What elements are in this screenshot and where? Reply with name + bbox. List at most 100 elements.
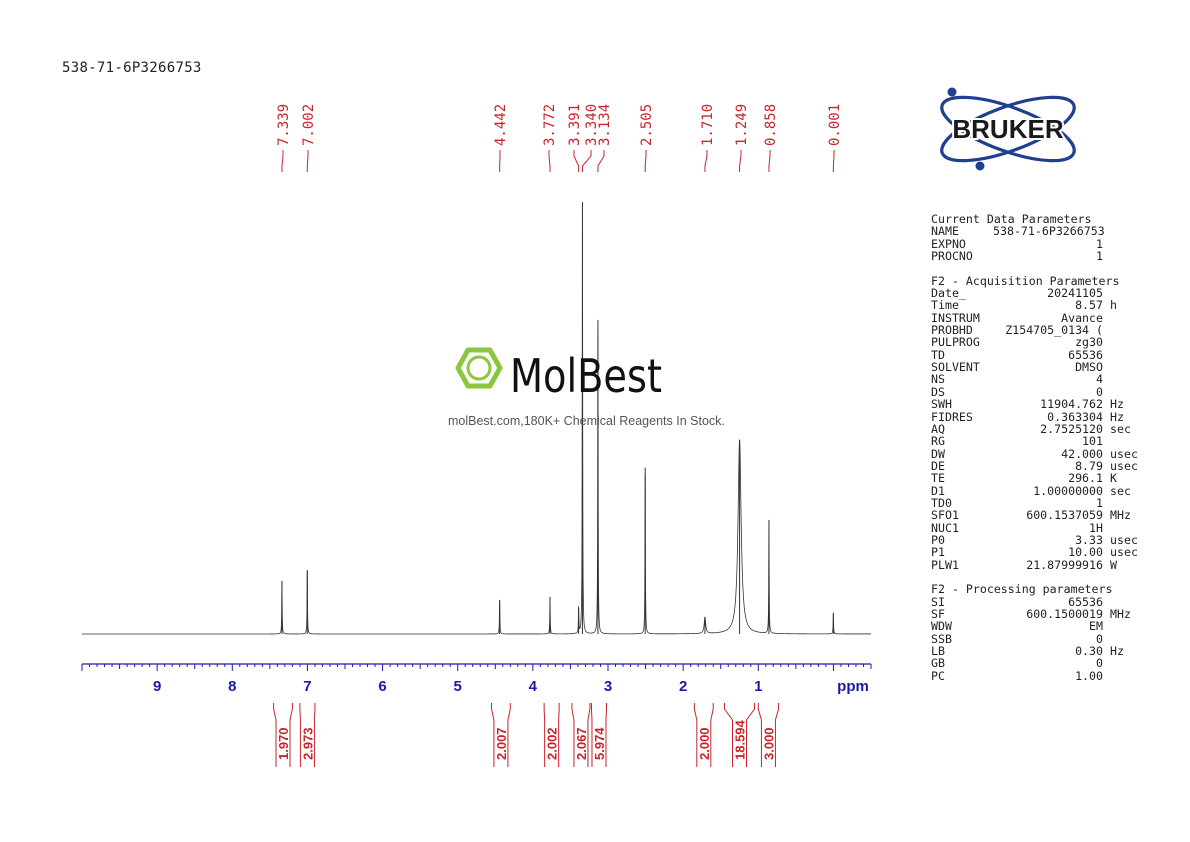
param-unit <box>1103 287 1110 299</box>
param-row: D1 1.00000000 sec <box>931 483 1171 498</box>
peak-label-connector <box>832 150 835 172</box>
param-unit: MHz <box>1110 607 1131 621</box>
param-value: 8.79 <box>1075 458 1103 473</box>
param-unit: sec <box>1110 421 1131 436</box>
peak-label: 1.249 <box>734 104 750 146</box>
param-value: 21.87999916 <box>1026 557 1103 572</box>
param-key: PULPROG <box>931 335 980 350</box>
param-unit <box>1103 312 1110 324</box>
acquisition-parameters-panel: Current Data Parameters NAME 538-71-6P326… <box>931 213 1171 682</box>
param-row: FIDRES 0.363304 Hz <box>931 409 1171 424</box>
param-key: TD0 <box>931 495 952 510</box>
integral-bracket <box>774 703 780 767</box>
param-row: PLW1 21.87999916 W <box>931 557 1171 572</box>
param-key: GB <box>931 656 945 671</box>
ppm-axis: 9 8 7 6 5 4 3 2 1 ppm <box>81 663 872 695</box>
param-row: SWH 11904.762 Hz <box>931 398 1171 411</box>
param-row: PC 1.00 <box>931 668 1171 683</box>
param-row: GB 0 <box>931 656 1171 671</box>
param-row: PROBHD Z154705_0134 ( <box>931 323 1171 338</box>
integral-bracket <box>605 703 607 767</box>
param-row: TD0 1 <box>931 495 1171 510</box>
param-row: Date_ 20241105 <box>931 287 1171 300</box>
integral-bracket <box>289 703 293 767</box>
param-row: Time 8.57 h <box>931 299 1171 312</box>
param-row: WDW EM <box>931 620 1171 633</box>
integral-bracket <box>491 703 495 767</box>
param-unit <box>1103 633 1110 645</box>
param-row: INSTRUM Avance <box>931 310 1171 325</box>
peak-label-connector <box>739 150 742 172</box>
watermark-tagline: molBest.com,180K+ Chemical Reagents In S… <box>448 414 725 428</box>
param-row: PROCNO 1 <box>931 250 1171 263</box>
peak-label: 4.442 <box>493 104 509 146</box>
param-unit <box>1103 435 1110 447</box>
peak-label: 1.710 <box>700 104 716 146</box>
param-row: DE 8.79 usec <box>931 458 1171 473</box>
param-unit <box>1103 250 1110 262</box>
param-unit <box>1103 349 1110 361</box>
param-unit: usec <box>1110 532 1138 547</box>
param-value: 538-71-6P3266753 <box>993 224 1105 239</box>
integral-value: 2.007 <box>494 727 509 760</box>
x-tick-label: 4 <box>529 678 538 695</box>
param-key: INSTRUM <box>931 310 980 325</box>
integral-value: 5.974 <box>592 727 607 760</box>
param-unit <box>1103 497 1110 509</box>
param-unit <box>1103 620 1110 632</box>
param-row: AQ 2.7525120 sec <box>931 421 1171 436</box>
peak-label: 3.340 <box>584 104 600 146</box>
param-unit: usec <box>1110 545 1138 560</box>
integral-bracket <box>590 703 593 767</box>
current-params-list: NAME 538-71-6P3266753 EXPNO 1 PROCNO 1 <box>931 225 1171 262</box>
logo-text: BRUKER <box>952 114 1063 144</box>
param-value: 0.30 <box>1075 644 1103 659</box>
param-key: NS <box>931 372 945 387</box>
integral-value: 2.067 <box>574 727 589 760</box>
param-key: FIDRES <box>931 409 973 424</box>
integral-bracket <box>313 703 316 767</box>
param-key: NUC1 <box>931 520 959 535</box>
param-value: 1.00 <box>1075 668 1103 683</box>
param-value: DMSO <box>1075 360 1103 375</box>
param-key: NAME <box>931 224 959 239</box>
x-tick-label: 8 <box>228 678 236 695</box>
param-unit <box>1103 373 1110 385</box>
param-row: EXPNO 1 <box>931 237 1171 250</box>
integral-value: 1.970 <box>276 727 291 760</box>
peak-label-connector <box>281 150 284 172</box>
param-unit: sec <box>1110 483 1131 498</box>
peak-label: 7.002 <box>301 104 317 146</box>
param-unit <box>1103 657 1110 669</box>
integral-value: 3.000 <box>761 727 776 760</box>
param-key: AQ <box>931 421 945 436</box>
peak-label-connector <box>548 150 551 172</box>
param-value: 1 <box>1096 495 1103 510</box>
param-key: PROBHD <box>931 323 973 338</box>
param-unit <box>1103 386 1110 398</box>
param-row: P0 3.33 usec <box>931 532 1171 547</box>
param-row: NUC1 1H <box>931 520 1171 535</box>
integral-bracket <box>757 703 762 767</box>
acq-params-header: F2 - Acquisition Parameters <box>931 273 1120 288</box>
param-key: SOLVENT <box>931 360 980 375</box>
param-unit <box>1103 670 1110 682</box>
integral-bracket <box>746 703 756 767</box>
param-value: 0.363304 <box>1047 409 1103 424</box>
peak-label-connector <box>768 150 771 172</box>
param-value: 65536 <box>1068 347 1103 362</box>
integral-bracket <box>571 703 575 767</box>
logo-orbit-2 <box>940 95 1076 163</box>
param-key: DW <box>931 446 945 461</box>
param-unit: usec <box>1110 446 1138 461</box>
param-row: NAME 538-71-6P3266753 <box>931 224 1171 239</box>
param-row: DW 42.000 usec <box>931 446 1171 461</box>
integral-layer: 1.970 2.973 2.007 2.002 2.067 5.974 2.000 18.59… <box>273 703 780 767</box>
param-row: SOLVENT DMSO <box>931 360 1171 375</box>
param-row: LB 0.30 Hz <box>931 644 1171 659</box>
param-value: 1H <box>1089 520 1103 535</box>
peak-label: 3.134 <box>597 104 613 146</box>
integral-value: 2.973 <box>300 727 315 760</box>
param-row: NS 4 <box>931 372 1171 387</box>
